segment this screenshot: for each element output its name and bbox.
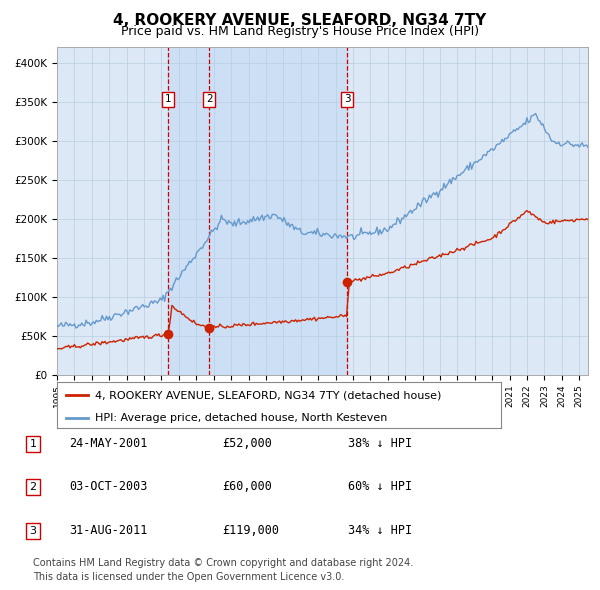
- Bar: [168, 47, 209, 375]
- Text: Price paid vs. HM Land Registry's House Price Index (HPI): Price paid vs. HM Land Registry's House …: [121, 25, 479, 38]
- Text: 60% ↓ HPI: 60% ↓ HPI: [348, 480, 412, 493]
- Text: Contains HM Land Registry data © Crown copyright and database right 2024.: Contains HM Land Registry data © Crown c…: [33, 558, 413, 568]
- Text: 03-OCT-2003: 03-OCT-2003: [69, 480, 148, 493]
- Text: £60,000: £60,000: [222, 480, 272, 493]
- Text: 24-MAY-2001: 24-MAY-2001: [69, 437, 148, 450]
- Text: 31-AUG-2011: 31-AUG-2011: [69, 525, 148, 537]
- Text: 2: 2: [29, 482, 37, 491]
- Text: This data is licensed under the Open Government Licence v3.0.: This data is licensed under the Open Gov…: [33, 572, 344, 582]
- Text: 4, ROOKERY AVENUE, SLEAFORD, NG34 7TY (detached house): 4, ROOKERY AVENUE, SLEAFORD, NG34 7TY (d…: [95, 390, 441, 400]
- Text: 2: 2: [206, 94, 212, 104]
- Text: 34% ↓ HPI: 34% ↓ HPI: [348, 525, 412, 537]
- Text: £119,000: £119,000: [222, 525, 279, 537]
- Text: HPI: Average price, detached house, North Kesteven: HPI: Average price, detached house, Nort…: [95, 413, 387, 423]
- Text: 1: 1: [29, 439, 37, 448]
- Text: £52,000: £52,000: [222, 437, 272, 450]
- Text: 3: 3: [344, 94, 350, 104]
- Bar: [209, 47, 347, 375]
- Text: 38% ↓ HPI: 38% ↓ HPI: [348, 437, 412, 450]
- Text: 3: 3: [29, 526, 37, 536]
- Text: 1: 1: [165, 94, 172, 104]
- Text: 4, ROOKERY AVENUE, SLEAFORD, NG34 7TY: 4, ROOKERY AVENUE, SLEAFORD, NG34 7TY: [113, 13, 487, 28]
